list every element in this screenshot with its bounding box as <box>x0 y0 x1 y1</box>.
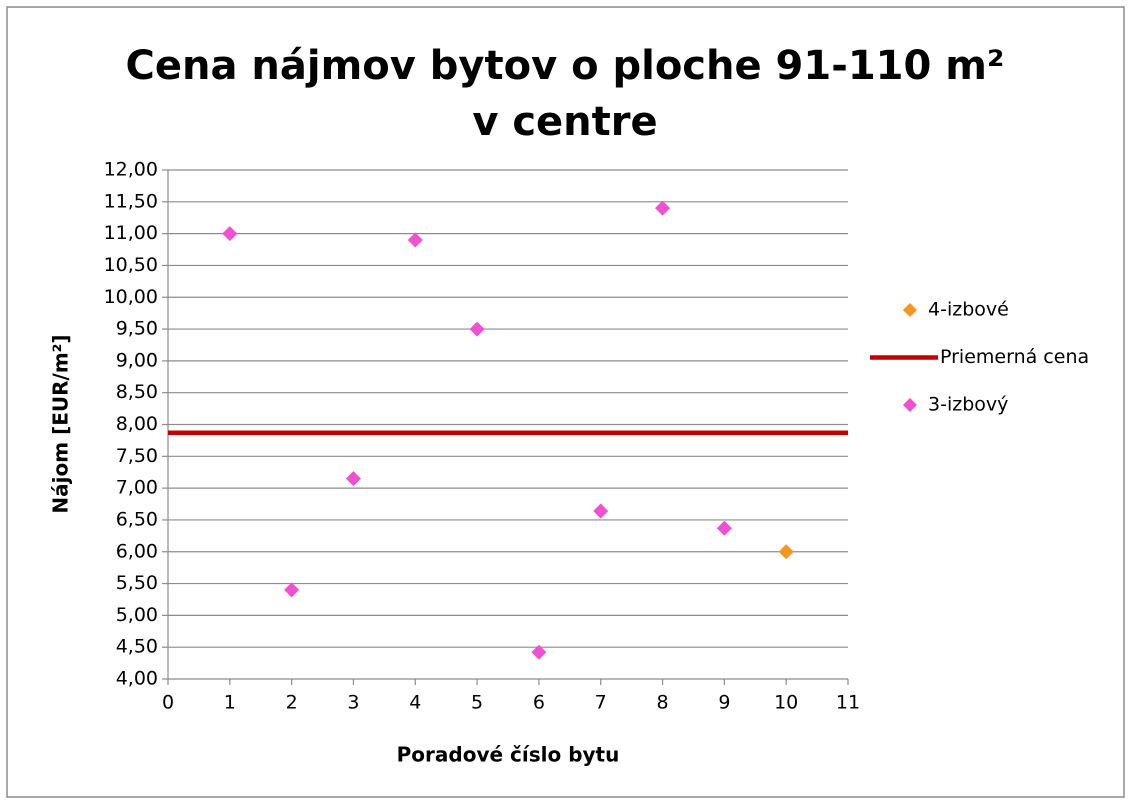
point <box>222 226 238 242</box>
y-tick-label: 10,50 <box>104 254 158 276</box>
y-tick-label: 5,00 <box>116 604 158 626</box>
legend-label: Priemerná cena <box>940 346 1089 368</box>
chart-title: Cena nájmov bytov o ploche 91-110 m² v c… <box>125 43 1005 145</box>
y-tick-label: 7,50 <box>116 445 158 467</box>
point <box>345 471 361 487</box>
y-tick-label: 5,50 <box>116 572 158 594</box>
x-tick-label: 10 <box>774 692 798 714</box>
y-tick-label: 11,00 <box>104 222 158 244</box>
y-tick-label: 7,00 <box>116 477 158 499</box>
y-axis-label: Nájom [EUR/m²] <box>49 334 73 513</box>
x-tick-label: 7 <box>595 692 607 714</box>
point <box>655 200 671 216</box>
y-tick-label: 9,00 <box>116 349 158 371</box>
point <box>716 520 732 536</box>
y-tick-label: 6,00 <box>116 540 158 562</box>
y-tick-label: 6,50 <box>116 508 158 530</box>
legend-marker <box>903 303 917 317</box>
y-tick-label: 4,00 <box>116 668 158 690</box>
x-tick-label: 5 <box>471 692 483 714</box>
x-tick-label: 8 <box>656 692 668 714</box>
legend-marker <box>903 398 917 412</box>
y-tick-label: 12,00 <box>104 159 158 181</box>
legend-label: 4-izbové <box>928 299 1009 321</box>
x-tick-label: 1 <box>224 692 236 714</box>
x-tick-label: 3 <box>347 692 359 714</box>
x-tick-label: 0 <box>162 692 174 714</box>
x-tick-label: 11 <box>836 692 860 714</box>
point <box>469 321 485 337</box>
point <box>407 232 423 248</box>
y-tick-label: 4,50 <box>116 636 158 658</box>
legend-label: 3-izbový <box>928 394 1008 416</box>
x-tick-label: 9 <box>718 692 730 714</box>
y-tick-label: 9,50 <box>116 318 158 340</box>
x-tick-label: 4 <box>409 692 421 714</box>
point <box>531 644 547 660</box>
y-tick-label: 8,50 <box>116 381 158 403</box>
point <box>284 582 300 598</box>
x-axis-label: Poradové číslo bytu <box>397 743 620 767</box>
point <box>593 503 609 519</box>
x-tick-label: 6 <box>533 692 545 714</box>
chart-border <box>6 6 1125 798</box>
point <box>778 544 794 560</box>
y-tick-label: 8,00 <box>116 413 158 435</box>
y-tick-label: 10,00 <box>104 286 158 308</box>
y-tick-label: 11,50 <box>104 190 158 212</box>
x-tick-label: 2 <box>286 692 298 714</box>
